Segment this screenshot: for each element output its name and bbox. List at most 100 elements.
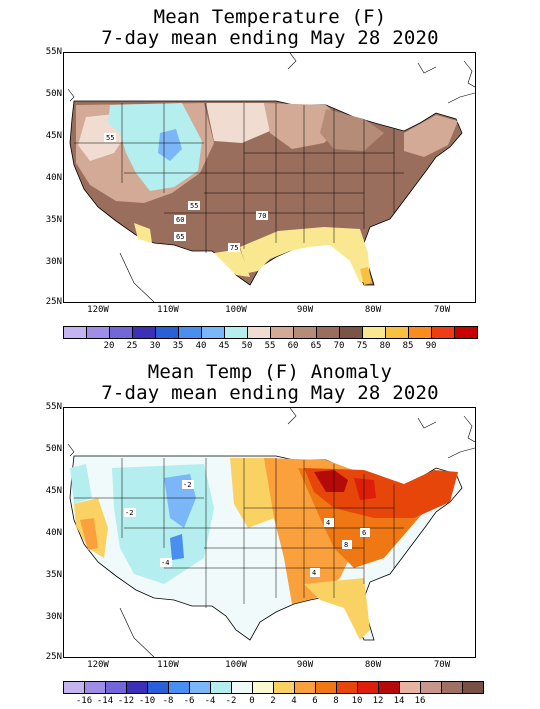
contour-label: 65	[176, 233, 184, 241]
zone-northern-plains-60	[206, 103, 270, 143]
colorbar-tick-label: 8	[333, 696, 339, 706]
lat-label-50n: 50N	[45, 89, 62, 99]
mean-temperature-map: 55 55 60 65 70 75	[63, 52, 476, 303]
colorbar-swatch	[105, 681, 127, 694]
contour-label: -4	[161, 559, 169, 567]
state-borders	[74, 458, 404, 608]
lon-label-70w: 70W	[433, 660, 451, 670]
colorbar-swatch	[63, 326, 87, 339]
colorbar-swatch	[431, 326, 455, 339]
lon-label-70w: 70W	[433, 305, 451, 315]
contour-label: -2	[125, 509, 133, 517]
mean-temperature-panel: Mean Temperature (F) 7-day mean ending M…	[45, 6, 478, 351]
colorbar-tick-label: 12	[372, 696, 384, 706]
colorbar-swatch	[252, 681, 274, 694]
lon-label-90w: 90W	[296, 660, 314, 670]
colorbar-swatch	[408, 326, 432, 339]
colorbar-tick-label: 20	[103, 341, 115, 351]
state-borders	[74, 103, 404, 253]
colorbar-tick-label: -2	[225, 696, 237, 706]
contour-label: 75	[230, 244, 238, 252]
colorbar-tick-label: 90	[425, 341, 437, 351]
zone-plains-warm	[230, 458, 276, 528]
zone-colorado-coldest	[170, 534, 184, 560]
lat-label-25n: 25N	[45, 297, 62, 307]
colorbar-tick-label: 85	[402, 341, 414, 351]
colorbar-swatch	[109, 326, 133, 339]
lat-label-35n: 35N	[45, 570, 62, 580]
zone-northeast-60	[404, 115, 458, 157]
zone-southeast-80	[240, 227, 370, 283]
colorbar-tick-label: 45	[218, 341, 230, 351]
colorbar-swatch	[155, 326, 179, 339]
colorbar-swatch	[126, 681, 148, 694]
lat-label-45n: 45N	[45, 131, 62, 141]
colorbar-swatch	[189, 681, 211, 694]
anomaly-colorbar	[63, 681, 484, 695]
colorbar-swatch	[201, 326, 225, 339]
colorbar-tick-label: 6	[312, 696, 318, 706]
colorbar-tick-label: 60	[287, 341, 299, 351]
colorbar-swatch	[273, 681, 295, 694]
colorbar-tick-label: 16	[414, 696, 426, 706]
lat-label-40n: 40N	[45, 528, 62, 538]
lon-label-80w: 80W	[364, 305, 382, 315]
top-title-line1: Mean Temperature (F)	[153, 6, 387, 28]
contour-labels: -2 -2 -4 4 6 8 4	[124, 480, 370, 577]
colorbar-tick-label: 0	[249, 696, 255, 706]
temperature-colorbar	[63, 326, 478, 340]
colorbar-tick-label: -10	[138, 696, 156, 706]
colorbar-swatch	[441, 681, 463, 694]
contour-label: 4	[312, 569, 316, 577]
colorbar-tick-label: 10	[351, 696, 363, 706]
colorbar-swatch	[168, 681, 190, 694]
colorbar-swatch	[247, 326, 271, 339]
zone-southeast-warm	[304, 578, 370, 640]
colorbar-swatch	[462, 681, 484, 694]
colorbar-tick-label: 55	[264, 341, 276, 351]
colorbar-tick-label: 2	[270, 696, 276, 706]
lat-label-25n: 25N	[45, 652, 62, 662]
lon-label-110w: 110W	[157, 660, 179, 670]
colorbar-swatch	[385, 326, 409, 339]
zone-south-texas-80	[214, 249, 250, 277]
colorbar-swatch	[316, 326, 340, 339]
zone-55-plateau	[108, 103, 202, 191]
colorbar-tick-label: 75	[356, 341, 368, 351]
colorbar-tick-label: -8	[162, 696, 174, 706]
contour-label: -2	[183, 481, 191, 489]
colorbar-tick-label: 40	[195, 341, 207, 351]
mean-temperature-map-svg: 55 55 60 65 70 75	[67, 53, 475, 302]
colorbar-tick-label: 35	[172, 341, 184, 351]
temperature-anomaly-map: -2 -2 -4 4 6 8 4	[63, 407, 476, 658]
zone-upper-michigan-peak	[314, 470, 348, 492]
lon-label-90w: 90W	[296, 305, 314, 315]
colorbar-swatch	[86, 326, 110, 339]
lon-label-120w: 120W	[87, 660, 109, 670]
colorbar-tick-label: 30	[149, 341, 161, 351]
colorbar-swatch	[147, 681, 169, 694]
contour-label: 4	[326, 519, 330, 527]
zone-great-lakes-65	[320, 109, 384, 151]
colorbar-tick-label: 25	[126, 341, 138, 351]
lon-label-100w: 100W	[225, 660, 247, 670]
zone-lake-region-peak	[354, 478, 376, 500]
colorbar-swatch	[270, 326, 294, 339]
contour-label: 8	[344, 541, 348, 549]
colorbar-tick-label: -14	[96, 696, 114, 706]
colorbar-swatch	[210, 681, 232, 694]
zone-california-hot	[80, 518, 98, 550]
colorbar-tick-label: 65	[310, 341, 322, 351]
colorbar-swatch	[132, 326, 156, 339]
lon-label-120w: 120W	[87, 305, 109, 315]
lat-label-50n: 50N	[45, 444, 62, 454]
contour-label: 6	[362, 529, 366, 537]
lat-label-30n: 30N	[45, 612, 62, 622]
contour-label: 55	[106, 134, 114, 142]
colorbar-swatch	[336, 681, 358, 694]
top-title-line2: 7-day mean ending May 28 2020	[101, 27, 439, 49]
colorbar-swatch	[420, 681, 442, 694]
lat-label-35n: 35N	[45, 215, 62, 225]
bottom-title-line2: 7-day mean ending May 28 2020	[101, 382, 439, 404]
colorbar-swatch	[357, 681, 379, 694]
